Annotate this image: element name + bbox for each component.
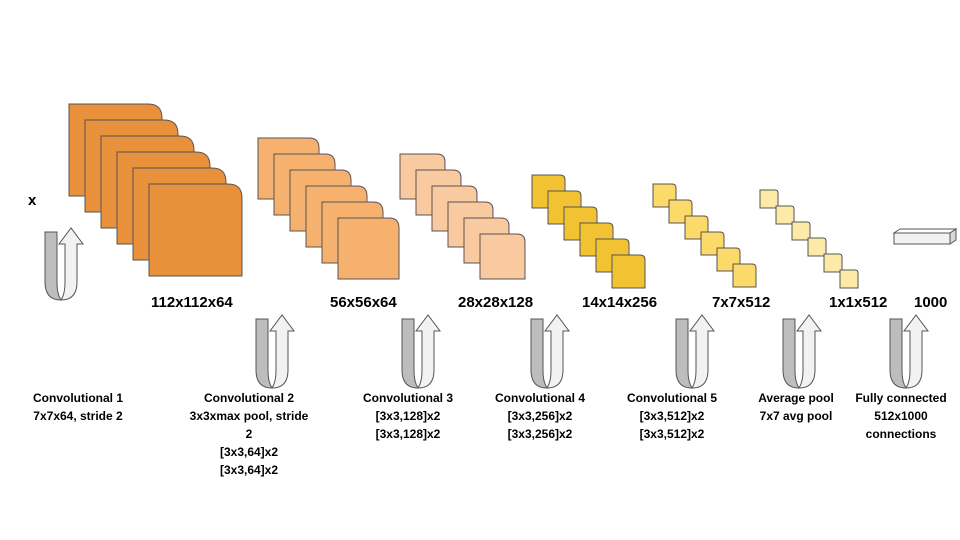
layer-desc-line: [3x3,128]x2	[375, 409, 441, 423]
feature-map-stack-avgpool	[759, 189, 859, 289]
u-turn-arrow-icon	[889, 314, 929, 389]
u-turn-arrow-icon	[675, 314, 715, 389]
layer-desc-line: Average pool	[758, 391, 834, 405]
feature-map-square	[775, 205, 795, 225]
layer-desc-line: [3x3,512]x2	[639, 427, 705, 441]
layer-desc-conv3: Convolutional 3 [3x3,128]x2 [3x3,128]x2	[363, 389, 453, 443]
layer-transition-arrows	[44, 227, 929, 389]
u-turn-arrow-icon	[44, 227, 84, 301]
layer-desc-line: Convolutional 3	[363, 391, 453, 405]
layer-desc-conv1: Convolutional 1 7x7x64, stride 2	[33, 389, 123, 425]
dim-label-fc-output: 1000	[914, 294, 948, 311]
u-turn-arrow-icon	[255, 314, 295, 389]
layer-desc-line: Convolutional 1	[33, 391, 123, 405]
layer-desc-line: 512x1000	[874, 409, 928, 423]
layer-desc-line: [3x3,64]x2	[219, 463, 279, 477]
dim-label-conv3-output: 28x28x128	[458, 294, 534, 311]
fully-connected-block	[892, 228, 958, 245]
layer-desc-avgpool: Average pool 7x7 avg pool	[758, 389, 834, 425]
feature-map-stack-conv4	[531, 174, 646, 289]
layer-desc-line: connections	[865, 427, 937, 441]
dim-label-conv4-output: 14x14x256	[582, 294, 658, 311]
layer-desc-line: Convolutional 4	[495, 391, 585, 405]
layer-desc-line: [3x3,128]x2	[375, 427, 441, 441]
feature-map-stack-conv3	[399, 153, 526, 280]
feature-map-stack-conv5	[652, 183, 757, 288]
dim-label-conv2-output: 56x56x64	[330, 294, 397, 311]
u-turn-arrow-icon	[782, 314, 822, 389]
u-turn-arrow-icon	[530, 314, 570, 389]
feature-map-square	[791, 221, 811, 241]
feature-map-stacks	[68, 103, 859, 289]
layer-desc-line: 7x7 avg pool	[759, 409, 833, 423]
layer-desc-line: 3x3xmax pool, stride	[189, 409, 309, 423]
u-turn-arrow-icon	[401, 314, 441, 389]
feature-map-square	[807, 237, 827, 257]
layer-desc-line: [3x3,64]x2	[219, 445, 279, 459]
layer-desc-conv5: Convolutional 5 [3x3,512]x2 [3x3,512]x2	[627, 389, 717, 443]
dim-label-conv1-output: 112x112x64	[151, 294, 233, 311]
feature-map-square	[337, 217, 400, 280]
feature-map-square	[148, 183, 243, 277]
dim-label-avgpool-output: 1x1x512	[829, 294, 888, 311]
layer-desc-line: Convolutional 5	[627, 391, 717, 405]
layer-desc-line: [3x3,256]x2	[507, 409, 573, 423]
layer-desc-line: Fully connected	[855, 391, 947, 405]
feature-map-square	[839, 269, 859, 289]
layer-desc-line: [3x3,256]x2	[507, 427, 573, 441]
feature-map-square	[759, 189, 779, 209]
layer-desc-line: Convolutional 2	[204, 391, 294, 405]
layer-desc-conv4: Convolutional 4 [3x3,256]x2 [3x3,256]x2	[495, 389, 585, 443]
layer-desc-conv2: Convolutional 2 3x3xmax pool, stride 2 […	[190, 389, 309, 479]
feature-map-stack-conv1	[68, 103, 243, 277]
layer-desc-line: 7x7x64, stride 2	[33, 409, 123, 423]
feature-map-stack-conv2	[257, 137, 400, 280]
feature-map-square	[732, 263, 757, 288]
feature-map-square	[611, 254, 646, 289]
dim-label-conv5-output: 7x7x512	[712, 294, 771, 311]
layer-desc-fc: Fully connected 512x1000 connections	[855, 389, 946, 443]
feature-map-square	[479, 233, 526, 280]
layer-desc-line: [3x3,512]x2	[639, 409, 705, 423]
layer-desc-line: 2	[245, 427, 253, 441]
input-label: x	[28, 192, 37, 209]
feature-map-square	[823, 253, 843, 273]
